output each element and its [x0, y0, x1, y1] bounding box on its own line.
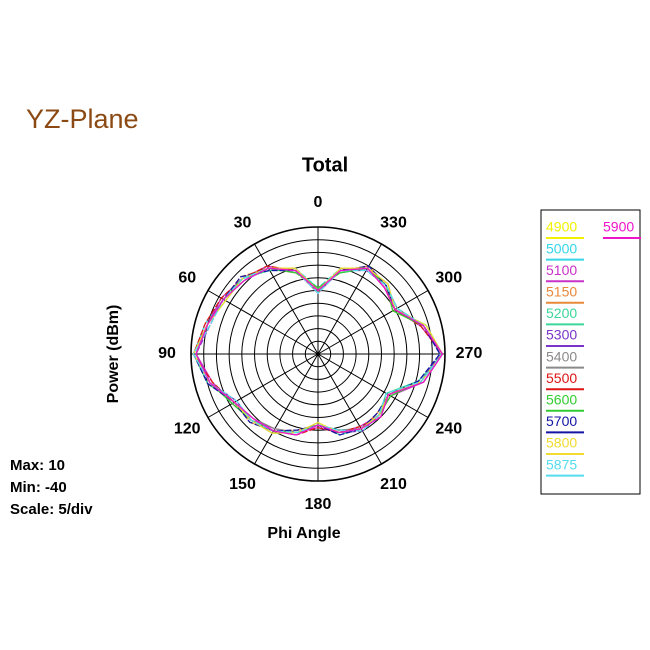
- angle-tick-label: 330: [380, 214, 407, 231]
- x-axis-label: Phi Angle: [267, 525, 340, 542]
- legend-label: 5150: [546, 284, 577, 300]
- angle-tick-label: 30: [234, 214, 252, 231]
- angle-tick-label: 210: [380, 476, 407, 493]
- grid-spoke: [317, 243, 382, 355]
- angle-tick-label: 240: [435, 421, 462, 438]
- angle-tick-label: 270: [456, 345, 483, 362]
- grid-spoke: [317, 353, 382, 465]
- page-title: YZ-Plane: [26, 104, 139, 134]
- series-curve: [195, 267, 444, 436]
- angle-tick-label: 150: [229, 476, 256, 493]
- annotation: Scale: 5/div: [10, 501, 93, 518]
- legend-label: 5800: [546, 435, 577, 451]
- legend-label: 4900: [546, 219, 577, 235]
- angle-tick-label: 300: [435, 270, 462, 287]
- annotation: Min: -40: [10, 479, 67, 496]
- legend-label: 5600: [546, 392, 577, 408]
- angle-tick-label: 180: [305, 496, 332, 513]
- legend-label: 5875: [546, 456, 577, 472]
- grid-spoke: [254, 243, 319, 355]
- grid-spoke: [317, 290, 429, 355]
- annotation: Max: 10: [10, 457, 65, 474]
- angle-tick-label: 0: [314, 194, 323, 211]
- legend-label: 5400: [546, 348, 577, 364]
- series-curve: [195, 267, 444, 434]
- grid-spoke: [254, 353, 319, 465]
- chart-title: Total: [302, 154, 348, 176]
- legend-label: 5300: [546, 327, 577, 343]
- y-axis-label: Power (dBm): [105, 305, 122, 404]
- angle-tick-label: 60: [178, 270, 196, 287]
- grid-spoke: [207, 353, 319, 418]
- legend-label: 5700: [546, 413, 577, 429]
- angle-tick-label: 120: [174, 421, 201, 438]
- legend-label: 5900: [603, 219, 634, 235]
- angle-tick-label: 90: [158, 345, 176, 362]
- legend-label: 5500: [546, 370, 577, 386]
- legend-label: 5000: [546, 240, 577, 256]
- grid-spoke: [317, 353, 429, 418]
- grid-spoke: [207, 290, 319, 355]
- legend-label: 5100: [546, 262, 577, 278]
- legend-box: [540, 209, 641, 495]
- legend-label: 5200: [546, 305, 577, 321]
